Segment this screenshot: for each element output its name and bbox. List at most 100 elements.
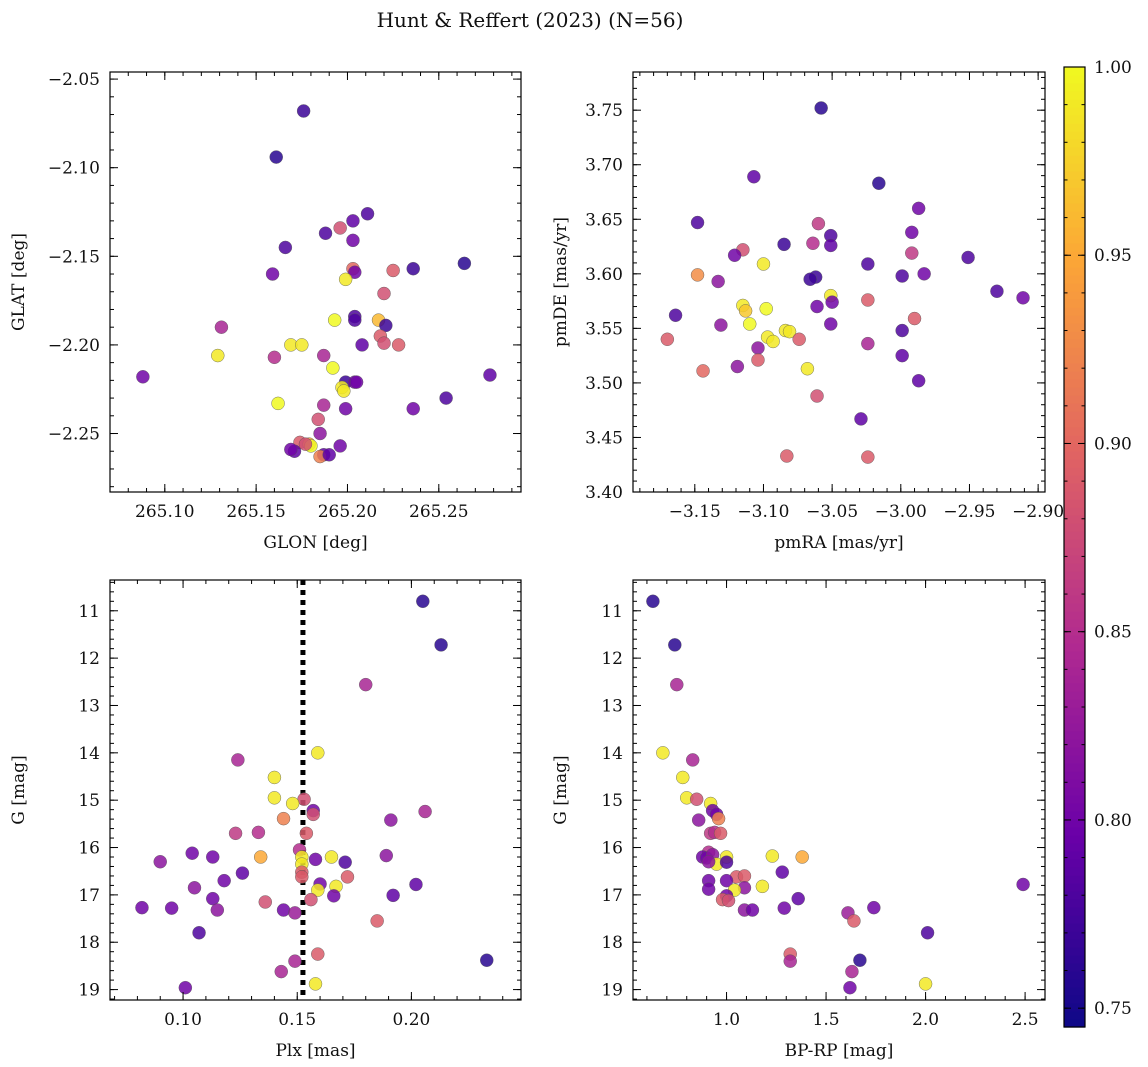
data-point bbox=[338, 855, 352, 869]
data-point bbox=[990, 284, 1004, 298]
data-point bbox=[719, 873, 734, 888]
x-tick-label: 265.10 bbox=[135, 502, 194, 522]
data-point bbox=[313, 426, 327, 441]
y-axis-title: GLAT [deg] bbox=[9, 233, 29, 331]
data-point bbox=[338, 272, 353, 287]
colorbar-segment bbox=[1064, 779, 1085, 788]
colorbar: 0.75 0.80 0.85 0.90 0.95 1.00 bbox=[1063, 58, 1132, 1028]
colorbar-segment bbox=[1064, 339, 1085, 348]
data-point bbox=[288, 906, 302, 920]
colorbar-segment bbox=[1064, 851, 1085, 860]
x-tick-label: −3.10 bbox=[737, 502, 789, 522]
data-point bbox=[480, 953, 494, 967]
data-point bbox=[751, 341, 765, 355]
colorbar-segment bbox=[1064, 875, 1085, 884]
data-point bbox=[306, 807, 320, 822]
y-tick-label: 18 bbox=[601, 933, 623, 953]
data-point bbox=[701, 855, 716, 869]
colorbar-segment bbox=[1064, 347, 1085, 356]
colorbar-segment bbox=[1064, 107, 1085, 116]
data-point bbox=[755, 879, 770, 894]
colorbar-segment bbox=[1064, 707, 1085, 716]
colorbar-segment bbox=[1064, 811, 1085, 820]
colorbar-segment bbox=[1064, 603, 1085, 612]
colorbar-segment bbox=[1064, 883, 1085, 892]
colorbar-segment bbox=[1064, 131, 1085, 140]
data-point bbox=[806, 236, 820, 250]
data-point bbox=[308, 977, 323, 991]
data-point bbox=[349, 375, 364, 389]
colorbar-segment bbox=[1064, 75, 1085, 84]
colorbar-segment bbox=[1064, 899, 1085, 908]
colorbar-segment bbox=[1064, 379, 1085, 388]
colorbar-segment bbox=[1064, 203, 1085, 212]
data-point bbox=[214, 320, 229, 334]
y-tick-label: 14 bbox=[601, 744, 623, 764]
data-point bbox=[258, 895, 272, 909]
colorbar-segment bbox=[1064, 731, 1085, 740]
data-point bbox=[267, 350, 282, 365]
data-point bbox=[738, 304, 753, 318]
colorbar-segment bbox=[1064, 499, 1085, 508]
colorbar-segment bbox=[1064, 947, 1085, 956]
data-point bbox=[911, 374, 926, 388]
data-point bbox=[337, 384, 351, 398]
data-point bbox=[895, 323, 909, 338]
x-tick-label: −2.90 bbox=[1012, 502, 1064, 522]
x-axis-title: pmRA [mas/yr] bbox=[774, 533, 903, 553]
data-point bbox=[276, 903, 291, 917]
data-point bbox=[269, 150, 283, 164]
colorbar-segment bbox=[1064, 395, 1085, 404]
colorbar-segment bbox=[1064, 299, 1085, 308]
data-point bbox=[895, 269, 909, 283]
colorbar-segment bbox=[1064, 315, 1085, 324]
data-point bbox=[756, 257, 771, 271]
data-point bbox=[814, 101, 828, 115]
data-point bbox=[206, 850, 220, 864]
data-point bbox=[791, 891, 805, 906]
colorbar-segment bbox=[1064, 683, 1085, 692]
data-point bbox=[711, 274, 725, 289]
data-point bbox=[416, 594, 430, 609]
x-tick-label: 1.0 bbox=[713, 1010, 740, 1030]
data-point bbox=[845, 964, 859, 979]
data-point bbox=[766, 334, 780, 349]
data-point bbox=[668, 638, 682, 652]
data-point bbox=[210, 903, 225, 917]
y-tick-label: 3.70 bbox=[585, 156, 623, 176]
colorbar-segment bbox=[1064, 403, 1085, 412]
colorbar-segment bbox=[1064, 795, 1085, 804]
colorbar-segment bbox=[1064, 283, 1085, 292]
data-point bbox=[164, 901, 179, 915]
x-axis-title: Plx [mas] bbox=[275, 1041, 355, 1061]
colorbar-segment bbox=[1064, 235, 1085, 244]
colorbar-segment bbox=[1064, 419, 1085, 428]
data-point bbox=[235, 866, 250, 880]
y-tick-label: 14 bbox=[78, 744, 100, 764]
data-point bbox=[843, 980, 857, 995]
colorbar-segment bbox=[1064, 187, 1085, 196]
data-point bbox=[861, 450, 875, 464]
data-point bbox=[751, 353, 765, 367]
colorbar-segment bbox=[1064, 931, 1085, 940]
data-point bbox=[377, 286, 391, 301]
data-point bbox=[676, 770, 690, 785]
data-point bbox=[434, 638, 448, 652]
data-point bbox=[824, 238, 838, 253]
data-point bbox=[861, 293, 875, 307]
data-point bbox=[696, 364, 710, 378]
colorbar-segment bbox=[1064, 867, 1085, 876]
data-point bbox=[1016, 877, 1030, 892]
data-point bbox=[730, 359, 745, 374]
data-point bbox=[800, 362, 815, 376]
colorbar-segment bbox=[1064, 915, 1085, 924]
colorbar-segment bbox=[1064, 91, 1085, 100]
data-point bbox=[338, 402, 353, 416]
colorbar-segment bbox=[1064, 115, 1085, 124]
data-point bbox=[251, 825, 266, 840]
data-point bbox=[377, 336, 391, 350]
data-point bbox=[288, 954, 302, 968]
data-point bbox=[324, 850, 339, 864]
colorbar-segment bbox=[1064, 1019, 1085, 1028]
